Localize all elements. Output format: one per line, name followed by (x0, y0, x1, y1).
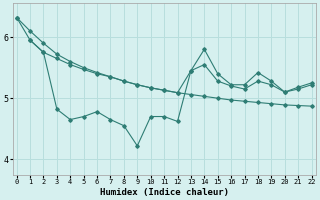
X-axis label: Humidex (Indice chaleur): Humidex (Indice chaleur) (100, 188, 228, 197)
